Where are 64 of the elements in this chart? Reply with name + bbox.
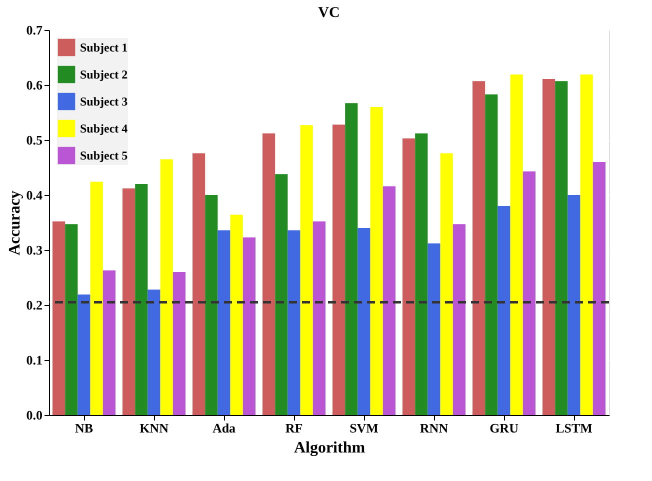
x-tick-label: Ada xyxy=(212,420,236,436)
x-tick-label: RNN xyxy=(420,420,449,436)
bar xyxy=(415,133,428,415)
x-tick-label: KNN xyxy=(140,420,170,436)
bar xyxy=(580,74,593,415)
legend-label: Subject 2 xyxy=(80,68,128,82)
bar xyxy=(472,81,486,415)
bar xyxy=(510,74,523,415)
bar xyxy=(312,221,326,415)
y-tick-label: 0.2 xyxy=(26,298,42,312)
bar xyxy=(160,159,173,415)
bar xyxy=(122,188,136,415)
bar xyxy=(332,124,346,415)
bar xyxy=(440,153,453,415)
legend-label: Subject 3 xyxy=(80,94,128,108)
bar xyxy=(568,195,580,415)
y-tick-label: 0.7 xyxy=(26,22,43,38)
bar xyxy=(358,228,370,415)
bar xyxy=(345,103,358,415)
y-tick-label: 0.5 xyxy=(26,132,43,148)
bar xyxy=(522,171,536,415)
bar xyxy=(52,221,66,415)
bar xyxy=(135,184,148,415)
x-tick-label: GRU xyxy=(490,420,520,436)
bar xyxy=(102,270,116,415)
bar xyxy=(78,294,90,415)
bar xyxy=(542,78,556,415)
bar xyxy=(498,206,510,415)
bar xyxy=(148,290,160,415)
bar xyxy=(485,94,498,415)
bar xyxy=(370,107,383,415)
bar xyxy=(230,214,243,415)
bar xyxy=(172,272,186,415)
bar xyxy=(555,81,568,415)
legend-label: Subject 5 xyxy=(80,148,128,162)
x-tick-label: RF xyxy=(285,420,303,436)
bar xyxy=(275,174,288,415)
y-tick-label: 0.1 xyxy=(26,352,42,368)
bar xyxy=(288,230,300,415)
legend-label: Subject 1 xyxy=(80,40,128,54)
bar xyxy=(242,237,256,415)
x-tick-label: NB xyxy=(74,420,94,436)
bar xyxy=(452,224,466,415)
y-tick-label: 0.0 xyxy=(26,408,42,422)
y-tick-label: 0.4 xyxy=(26,188,43,202)
x-tick-label: SVM xyxy=(350,420,378,436)
bar xyxy=(65,224,78,415)
chart-title: VC xyxy=(318,5,340,21)
bar xyxy=(428,243,440,415)
bar xyxy=(592,162,606,415)
legend-label: Subject 4 xyxy=(80,122,128,136)
bar xyxy=(90,182,103,415)
x-tick-label: LSTM xyxy=(556,420,592,436)
y-tick-label: 0.3 xyxy=(26,242,43,258)
bar xyxy=(218,230,230,415)
bar xyxy=(300,125,313,415)
bar xyxy=(262,133,276,415)
y-axis-title: Accuracy xyxy=(6,190,24,256)
bar xyxy=(192,153,206,415)
x-axis-title: Algorithm xyxy=(294,440,366,456)
bar xyxy=(205,195,218,415)
bar xyxy=(402,138,416,415)
bar xyxy=(382,186,396,415)
y-tick-label: 0.6 xyxy=(26,78,43,92)
